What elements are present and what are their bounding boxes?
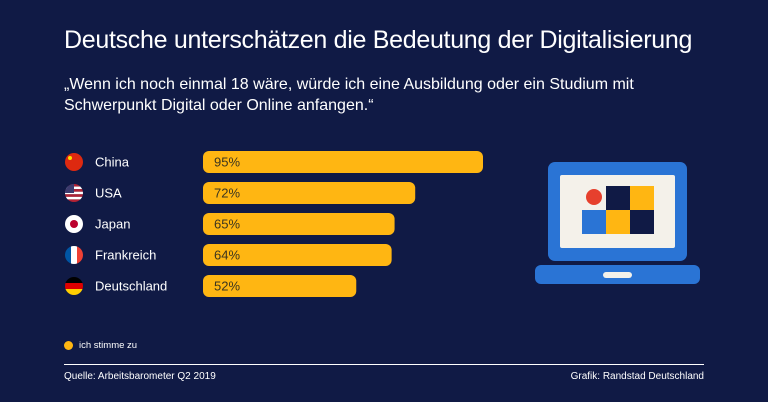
- source-note: Quelle: Arbeitsbarometer Q2 2019: [64, 371, 216, 382]
- legend-label: ich stimme zu: [79, 340, 138, 351]
- credit-note: Grafik: Randstad Deutschland: [570, 371, 704, 382]
- category-label: China: [95, 155, 130, 170]
- laptop-icon: [535, 162, 700, 284]
- bar: [203, 244, 392, 266]
- bar: [203, 182, 416, 204]
- footer-divider: [64, 364, 704, 365]
- germany-flag-icon: [65, 277, 83, 295]
- data-label: 72%: [214, 186, 240, 201]
- data-label: 64%: [214, 248, 240, 263]
- japan-flag-icon: [65, 215, 83, 233]
- data-label: 95%: [214, 155, 240, 170]
- chart-subtitle: „Wenn ich noch einmal 18 wäre, würde ich…: [64, 76, 634, 114]
- data-label: 52%: [214, 279, 240, 294]
- usa-flag-icon: [65, 184, 83, 202]
- category-label: Japan: [95, 217, 130, 232]
- bar: [203, 151, 483, 173]
- bar: [203, 275, 357, 297]
- category-label: USA: [95, 186, 122, 201]
- china-flag-icon: [65, 153, 83, 171]
- bar: [203, 213, 395, 235]
- category-label: Deutschland: [95, 279, 167, 294]
- chart-title: Deutsche unterschätzen die Bedeutung der…: [64, 26, 693, 54]
- category-label: Frankreich: [95, 248, 156, 263]
- legend: ich stimme zu: [64, 340, 137, 351]
- data-label: 65%: [214, 217, 240, 232]
- legend-swatch: [64, 341, 73, 350]
- france-flag-icon: [65, 246, 83, 264]
